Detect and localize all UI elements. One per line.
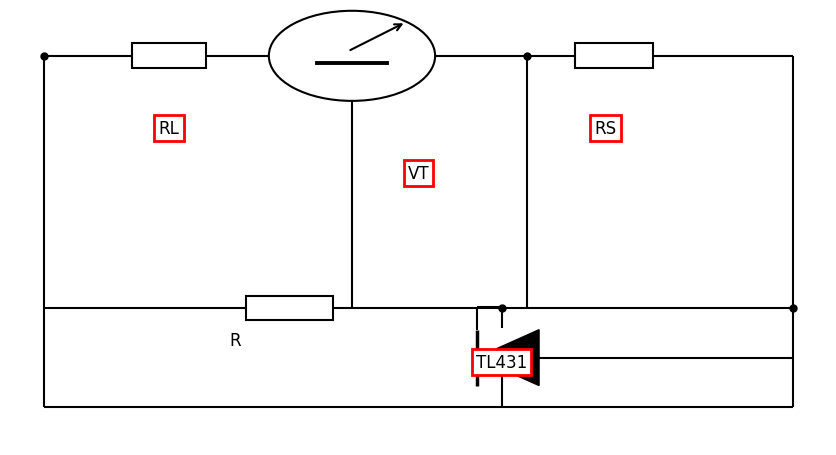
- Text: VT: VT: [407, 165, 429, 182]
- Text: RS: RS: [594, 120, 616, 137]
- Text: R: R: [230, 331, 241, 349]
- Polygon shape: [477, 330, 538, 386]
- Bar: [132, 44, 206, 69]
- Bar: [246, 296, 333, 321]
- Text: RL: RL: [159, 120, 179, 137]
- Bar: [574, 44, 652, 69]
- Text: TL431: TL431: [476, 354, 527, 371]
